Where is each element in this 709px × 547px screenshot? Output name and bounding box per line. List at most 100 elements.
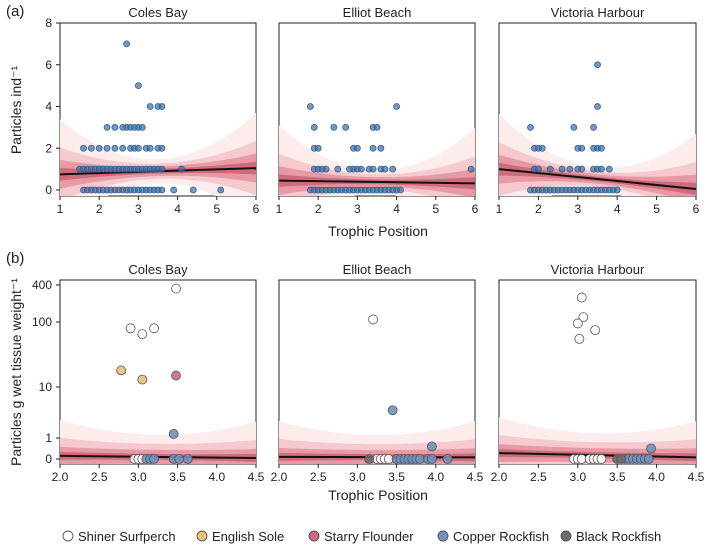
facet-title: Coles Bay bbox=[128, 5, 188, 20]
legend-label: Copper Rockfish bbox=[453, 529, 549, 544]
data-point bbox=[87, 144, 95, 152]
legend-label: Starry Flounder bbox=[324, 529, 414, 544]
y-tick-label: 0 bbox=[45, 452, 52, 466]
data-points bbox=[76, 40, 225, 194]
panel-a-2: Victoria Harbour 1 2 3 4 5 6 bbox=[496, 5, 700, 216]
facet-title: Elliot Beach bbox=[343, 5, 412, 20]
data-point bbox=[171, 283, 181, 294]
data-point bbox=[389, 165, 397, 173]
data-points bbox=[527, 61, 621, 194]
data-point bbox=[393, 103, 401, 110]
data-point bbox=[134, 144, 142, 152]
data-point bbox=[342, 123, 350, 131]
data-point bbox=[387, 405, 398, 416]
x-tick-label: 5 bbox=[653, 202, 660, 216]
data-point bbox=[149, 323, 159, 334]
x-tick-label: 2 bbox=[96, 202, 103, 216]
panel-b-2: Victoria Harbour 2.0 2.5 3.0 3.5 4.0 4.5 bbox=[491, 262, 705, 484]
data-point bbox=[442, 454, 453, 464]
panel-b-1: Elliot Beach 2.0 2.5 3.0 3.5 4.0 4.5 bbox=[271, 262, 484, 484]
legend-label: English Sole bbox=[212, 529, 284, 544]
x-tick-label: 1 bbox=[496, 202, 503, 216]
data-point bbox=[310, 123, 318, 131]
data-point bbox=[189, 186, 197, 194]
y-axis-label-a: Particles ind⁻¹ bbox=[8, 66, 24, 155]
data-point bbox=[368, 314, 378, 325]
data-point bbox=[103, 144, 111, 152]
x-tick-label: 6 bbox=[253, 202, 260, 216]
x-tick-label: 1 bbox=[57, 202, 64, 216]
y-tick-label: 6 bbox=[45, 58, 52, 72]
x-tick-label: 4.5 bbox=[467, 470, 484, 484]
data-point bbox=[146, 144, 154, 152]
x-tick-label: 2.5 bbox=[310, 470, 327, 484]
data-point bbox=[353, 144, 361, 152]
data-point bbox=[137, 329, 148, 340]
data-point bbox=[125, 323, 136, 334]
facet-title: Victoria Harbour bbox=[551, 262, 645, 277]
x-tick-label: 6 bbox=[693, 202, 700, 216]
data-point bbox=[572, 318, 583, 329]
data-point bbox=[598, 165, 605, 173]
data-point bbox=[178, 165, 185, 173]
data-point bbox=[95, 144, 103, 152]
data-point bbox=[594, 103, 601, 110]
data-point bbox=[116, 365, 127, 376]
data-point bbox=[119, 144, 127, 152]
data-point bbox=[535, 165, 542, 173]
data-point bbox=[182, 454, 193, 464]
legend-marker bbox=[560, 530, 572, 542]
data-point bbox=[377, 144, 385, 152]
panel-b-0: Coles Bay 2.0 2.5 3.0 3.5 4.0 4.5 bbox=[52, 262, 265, 484]
data-point bbox=[527, 123, 534, 131]
data-points bbox=[116, 283, 193, 464]
x-tick-label: 2 bbox=[535, 202, 542, 216]
data-point bbox=[138, 123, 146, 131]
legend: Shiner Surfperch English Sole Starry Floun… bbox=[62, 529, 661, 544]
data-point bbox=[613, 186, 621, 194]
data-point bbox=[158, 186, 166, 194]
panel-a-0: Coles Bay 1 2 3 4 5 6 bbox=[57, 5, 260, 216]
data-point bbox=[158, 144, 166, 152]
data-point bbox=[381, 165, 389, 173]
data-point bbox=[314, 144, 322, 152]
data-point bbox=[605, 165, 613, 173]
data-point bbox=[596, 454, 607, 464]
facet-title: Victoria Harbour bbox=[551, 5, 645, 20]
legend-marker bbox=[308, 530, 320, 542]
x-tick-label: 4.0 bbox=[427, 470, 444, 484]
data-point bbox=[170, 186, 178, 194]
data-point bbox=[578, 144, 586, 152]
data-point bbox=[330, 123, 338, 131]
data-point bbox=[168, 429, 179, 439]
x-tick-label: 2 bbox=[315, 202, 322, 216]
y-tick-label: 4 bbox=[45, 100, 52, 114]
data-point bbox=[643, 454, 654, 464]
x-tick-label: 3 bbox=[135, 202, 142, 216]
panel-a-1: Elliot Beach 1 2 3 4 5 6 bbox=[276, 5, 479, 216]
data-point bbox=[322, 165, 330, 173]
x-tick-label: 3.5 bbox=[169, 470, 186, 484]
x-tick-label: 3.5 bbox=[388, 470, 405, 484]
trend-line bbox=[279, 179, 475, 185]
x-tick-label: 6 bbox=[472, 202, 479, 216]
data-point bbox=[590, 325, 601, 336]
x-tick-label: 3.0 bbox=[569, 470, 586, 484]
data-points bbox=[568, 292, 656, 464]
data-point bbox=[174, 454, 185, 464]
data-point bbox=[357, 165, 365, 173]
y-tick-label: 2 bbox=[45, 141, 52, 155]
x-tick-label: 3 bbox=[574, 202, 581, 216]
y-tick-label: 100 bbox=[32, 315, 52, 329]
x-tick-label: 3.0 bbox=[349, 470, 366, 484]
legend-marker bbox=[62, 530, 74, 542]
x-tick-label: 1 bbox=[276, 202, 283, 216]
x-tick-label: 4.5 bbox=[688, 470, 705, 484]
data-point bbox=[149, 454, 159, 464]
data-point bbox=[598, 144, 605, 152]
data-point bbox=[111, 144, 119, 152]
y-tick-label: 8 bbox=[45, 16, 52, 30]
legend-marker bbox=[196, 530, 208, 542]
data-point bbox=[373, 123, 381, 131]
